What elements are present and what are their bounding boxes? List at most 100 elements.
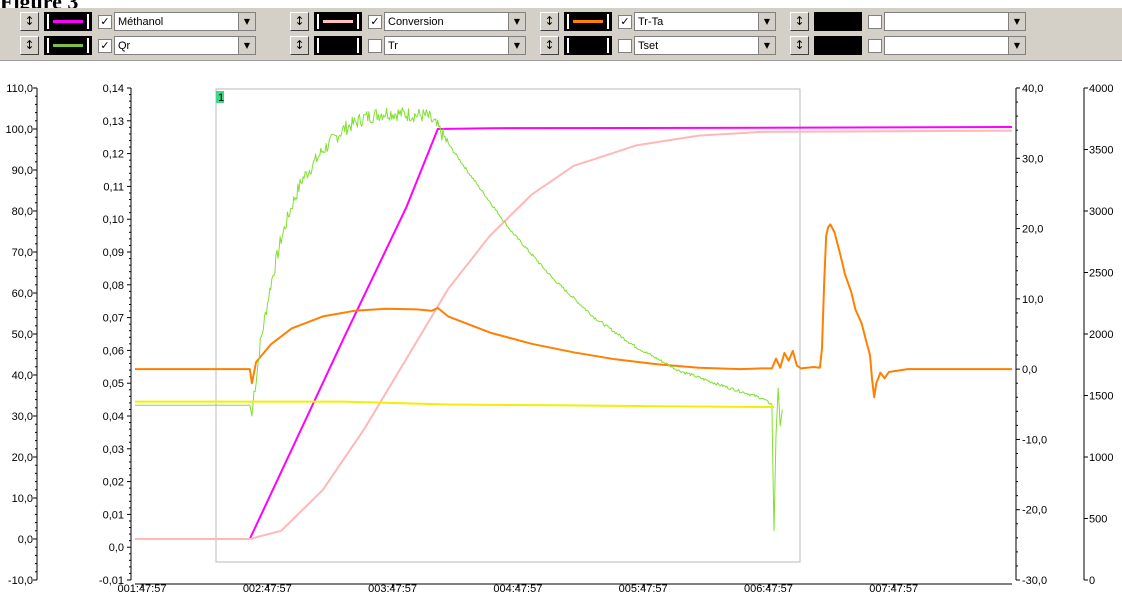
series-color-swatch[interactable] bbox=[44, 12, 92, 31]
tick-label-right1: 0,0 bbox=[1022, 364, 1037, 376]
chevron-down-icon[interactable]: ▼ bbox=[758, 37, 775, 54]
chart-plot: 1-10,00,010,020,030,040,050,060,070,080,… bbox=[5, 83, 1113, 593]
series-color-swatch[interactable] bbox=[564, 12, 612, 31]
tick-label-left1: 20,0 bbox=[12, 452, 33, 464]
tick-label-x: 004:47:57 bbox=[493, 583, 542, 593]
series-line-tr-ta bbox=[135, 223, 1012, 399]
reorder-arrows-icon[interactable]: ↕ bbox=[20, 12, 39, 31]
reorder-arrows-icon[interactable]: ↕ bbox=[540, 12, 559, 31]
series-visible-checkbox[interactable] bbox=[868, 15, 882, 29]
series-color-swatch[interactable] bbox=[314, 12, 362, 31]
tick-label-left1: 30,0 bbox=[12, 411, 33, 423]
selection-frame bbox=[215, 88, 801, 563]
series-select[interactable]: Tr-Ta ▼ bbox=[634, 12, 776, 31]
series-visible-checkbox[interactable]: ✓ bbox=[368, 15, 382, 29]
tick-label-left2: 0,01 bbox=[103, 509, 124, 521]
series-visible-checkbox[interactable]: ✓ bbox=[618, 15, 632, 29]
tick-label-right2: 3000 bbox=[1089, 206, 1113, 218]
chevron-down-icon[interactable]: ▼ bbox=[1008, 13, 1025, 30]
chevron-down-icon[interactable]: ▼ bbox=[238, 37, 255, 54]
tick-label-right1: -20,0 bbox=[1022, 505, 1047, 517]
series-select[interactable]: Méthanol ▼ bbox=[114, 12, 256, 31]
series-visible-checkbox[interactable] bbox=[868, 39, 882, 53]
tick-label-left2: 0,08 bbox=[103, 280, 124, 292]
reorder-arrows-icon[interactable]: ↕ bbox=[790, 36, 809, 55]
tick-label-right2: 500 bbox=[1089, 514, 1107, 526]
tick-label-right2: 2000 bbox=[1089, 329, 1113, 341]
series-select[interactable]: Tset ▼ bbox=[634, 36, 776, 55]
tick-label-right1: 20,0 bbox=[1022, 224, 1043, 236]
tick-label-right1: -30,0 bbox=[1022, 575, 1047, 587]
marker-label: 1 bbox=[218, 92, 224, 104]
tick-label-x: 005:47:57 bbox=[619, 583, 668, 593]
series-select[interactable]: Conversion ▼ bbox=[384, 12, 526, 31]
series-color-swatch[interactable] bbox=[564, 36, 612, 55]
chevron-down-icon[interactable]: ▼ bbox=[508, 13, 525, 30]
tick-label-left2: 0,13 bbox=[103, 116, 124, 128]
series-line-unnamed-4 bbox=[135, 400, 774, 408]
tick-label-left2: -0,01 bbox=[99, 575, 124, 587]
reorder-arrows-icon[interactable]: ↕ bbox=[20, 36, 39, 55]
tick-label-x: 002:47:57 bbox=[243, 583, 292, 593]
series-visible-checkbox[interactable] bbox=[618, 39, 632, 53]
tick-label-left1: 50,0 bbox=[12, 329, 33, 341]
reorder-arrows-icon[interactable]: ↕ bbox=[540, 36, 559, 55]
marker-badge bbox=[216, 91, 224, 103]
series-visible-checkbox[interactable]: ✓ bbox=[98, 15, 112, 29]
series-select-value: Tr-Ta bbox=[638, 16, 664, 28]
tick-label-right2: 3500 bbox=[1089, 145, 1113, 157]
tick-label-x: 006:47:57 bbox=[744, 583, 793, 593]
tick-label-right1: 10,0 bbox=[1022, 294, 1043, 306]
series-select[interactable]: ▼ bbox=[884, 12, 1026, 31]
tick-label-left2: 0,06 bbox=[103, 345, 124, 357]
tick-label-left1: 70,0 bbox=[12, 247, 33, 259]
tick-label-right1: 30,0 bbox=[1022, 153, 1043, 165]
tick-label-right2: 1500 bbox=[1089, 391, 1113, 403]
series-color-swatch[interactable] bbox=[44, 36, 92, 55]
reorder-arrows-icon[interactable]: ↕ bbox=[290, 12, 309, 31]
chevron-down-icon[interactable]: ▼ bbox=[238, 13, 255, 30]
reorder-arrows-icon[interactable]: ↕ bbox=[290, 36, 309, 55]
tick-label-right2: 0 bbox=[1089, 575, 1095, 587]
tick-label-right2: 4000 bbox=[1089, 83, 1113, 95]
tick-label-left1: 60,0 bbox=[12, 288, 33, 300]
tick-label-x: 001:47:57 bbox=[118, 583, 167, 593]
chevron-down-icon[interactable]: ▼ bbox=[758, 13, 775, 30]
tick-label-left2: 0,09 bbox=[103, 247, 124, 259]
tick-label-left1: 0,0 bbox=[18, 534, 33, 546]
series-color-swatch[interactable] bbox=[814, 12, 862, 31]
series-color-swatch[interactable] bbox=[314, 36, 362, 55]
series-line-qr bbox=[135, 107, 783, 532]
series-select-value: Conversion bbox=[388, 16, 444, 28]
series-toolbar: ↕ ✓ Méthanol ▼ ↕ ✓ Conversion ▼ ↕ ✓ Tr-Ta ▼ ↕ ▼ ↕ ✓ Qr ▼ ↕… bbox=[0, 8, 1122, 61]
tick-label-right1: -10,0 bbox=[1022, 434, 1047, 446]
series-select-value: Tr bbox=[388, 40, 398, 52]
tick-label-left1: 10,0 bbox=[12, 493, 33, 505]
tick-label-left2: 0,14 bbox=[103, 83, 124, 95]
series-select[interactable]: ▼ bbox=[884, 36, 1026, 55]
series-visible-checkbox[interactable] bbox=[368, 39, 382, 53]
tick-label-x: 007:47:57 bbox=[869, 583, 918, 593]
series-visible-checkbox[interactable]: ✓ bbox=[98, 39, 112, 53]
chevron-down-icon[interactable]: ▼ bbox=[1008, 37, 1025, 54]
series-select-value: Tset bbox=[638, 40, 659, 52]
tick-label-left2: 0,11 bbox=[103, 181, 124, 193]
tick-label-right2: 2500 bbox=[1089, 268, 1113, 280]
reorder-arrows-icon[interactable]: ↕ bbox=[790, 12, 809, 31]
series-select[interactable]: Tr ▼ bbox=[384, 36, 526, 55]
series-select[interactable]: Qr ▼ bbox=[114, 36, 256, 55]
tick-label-left2: 0,04 bbox=[103, 411, 124, 423]
tick-label-left2: 0,12 bbox=[103, 149, 124, 161]
series-line-m-thanol bbox=[135, 126, 1013, 540]
tick-label-left2: 0,05 bbox=[103, 378, 124, 390]
tick-label-left2: 0,07 bbox=[103, 313, 124, 325]
tick-label-left1: 90,0 bbox=[12, 165, 33, 177]
chevron-down-icon[interactable]: ▼ bbox=[508, 37, 525, 54]
tick-label-left2: 0,02 bbox=[103, 477, 124, 489]
series-line-conversion bbox=[135, 129, 1013, 540]
tick-label-left2: 0,10 bbox=[103, 214, 124, 226]
tick-label-left1: 110,0 bbox=[6, 83, 33, 95]
series-color-swatch[interactable] bbox=[814, 36, 862, 55]
series-select-value: Qr bbox=[118, 40, 131, 52]
tick-label-left1: -10,0 bbox=[8, 575, 33, 587]
